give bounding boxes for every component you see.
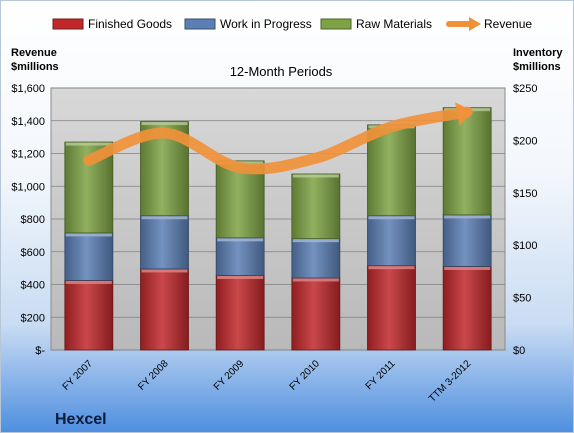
bar-segment	[215, 237, 265, 276]
bar-segment	[140, 215, 189, 270]
category-labels: FY 2007 FY 2008 FY 2009 FY 2010 FY 2011 TTM 3…	[61, 358, 474, 405]
revenue-line-path	[83, 106, 473, 175]
left-tick-label: $400	[21, 280, 45, 292]
right-tick-label: $50	[513, 293, 531, 305]
bar-highlight	[292, 239, 339, 243]
bar-segment	[442, 107, 492, 216]
revenue-line	[83, 102, 474, 175]
bar-highlight	[368, 266, 415, 270]
left-axis-ticks: $- $200 $400 $600 $800 $1,000 $1,200 $1,400 $1,6…	[11, 83, 45, 357]
bar-segment	[367, 124, 416, 217]
bar-highlight	[368, 216, 415, 220]
bar-highlight	[65, 233, 112, 237]
left-tick-label: $1,400	[11, 116, 45, 128]
bar-highlight	[444, 215, 491, 219]
revenue-arrow-head	[455, 102, 474, 126]
category-label: FY 2008	[136, 358, 171, 393]
right-tick-label: $150	[513, 188, 537, 200]
category-label: FY 2009	[212, 358, 247, 393]
legend-label: Raw Materials	[356, 17, 432, 31]
bar-highlight	[141, 269, 188, 273]
bar-highlight	[217, 275, 264, 279]
bar-segment	[140, 268, 189, 351]
bar-segment	[367, 265, 416, 351]
bar-segment	[367, 215, 416, 267]
bar-highlight	[65, 142, 112, 146]
bar-highlight	[141, 122, 188, 126]
left-tick-label: $600	[21, 247, 45, 259]
bar-segment	[64, 232, 114, 281]
bar-segment	[442, 214, 492, 267]
left-tick-label: $1,200	[11, 149, 45, 161]
bar-highlight	[292, 174, 339, 178]
left-tick-label: $800	[21, 214, 45, 226]
gridlines	[51, 87, 505, 351]
bar-segment	[215, 275, 265, 351]
bar-segment	[291, 173, 341, 240]
left-axis-title-line1: Revenue	[11, 47, 57, 59]
bar-highlight	[65, 280, 112, 284]
bar-segment	[64, 280, 114, 351]
legend-swatch	[184, 18, 216, 30]
company-name: Hexcel	[55, 411, 107, 428]
chart-title: 12-Month Periods	[230, 64, 333, 79]
left-tick-label: $1,000	[11, 181, 45, 193]
left-tick-label: $1,600	[11, 83, 45, 95]
legend-arrow-swatch	[469, 17, 481, 31]
bar-segment	[291, 277, 341, 351]
category-label: FY 2010	[288, 358, 323, 393]
category-label: FY 2007	[61, 358, 96, 393]
right-axis-title-line1: Inventory	[513, 47, 563, 59]
category-label: FY 2011	[364, 358, 398, 392]
legend-label: Revenue	[484, 17, 532, 31]
bar-segment	[291, 238, 341, 279]
legend-label: Finished Goods	[88, 17, 172, 31]
right-tick-label: $200	[513, 135, 537, 147]
category-label: TTM 3-2012	[427, 358, 474, 405]
right-tick-label: $250	[513, 83, 537, 95]
bar-highlight	[141, 216, 188, 220]
left-axis-title-line2: $millions	[11, 61, 59, 73]
bar-segment	[442, 266, 492, 351]
right-axis-title-line2: $millions	[513, 61, 561, 73]
left-tick-label: $200	[21, 312, 45, 324]
legend-swatch	[320, 18, 352, 30]
left-tick-label: $-	[35, 345, 45, 357]
legend: Finished Goods Work in Progress Raw Materi…	[52, 17, 532, 31]
right-tick-label: $0	[513, 345, 525, 357]
legend-swatch	[52, 18, 84, 30]
right-axis-ticks: $0 $50 $100 $150 $200 $250	[513, 83, 537, 357]
legend-label: Work in Progress	[220, 17, 312, 31]
bar-highlight	[292, 278, 339, 282]
right-tick-label: $100	[513, 240, 537, 252]
bar-highlight	[444, 266, 491, 270]
bar-highlight	[217, 238, 264, 242]
